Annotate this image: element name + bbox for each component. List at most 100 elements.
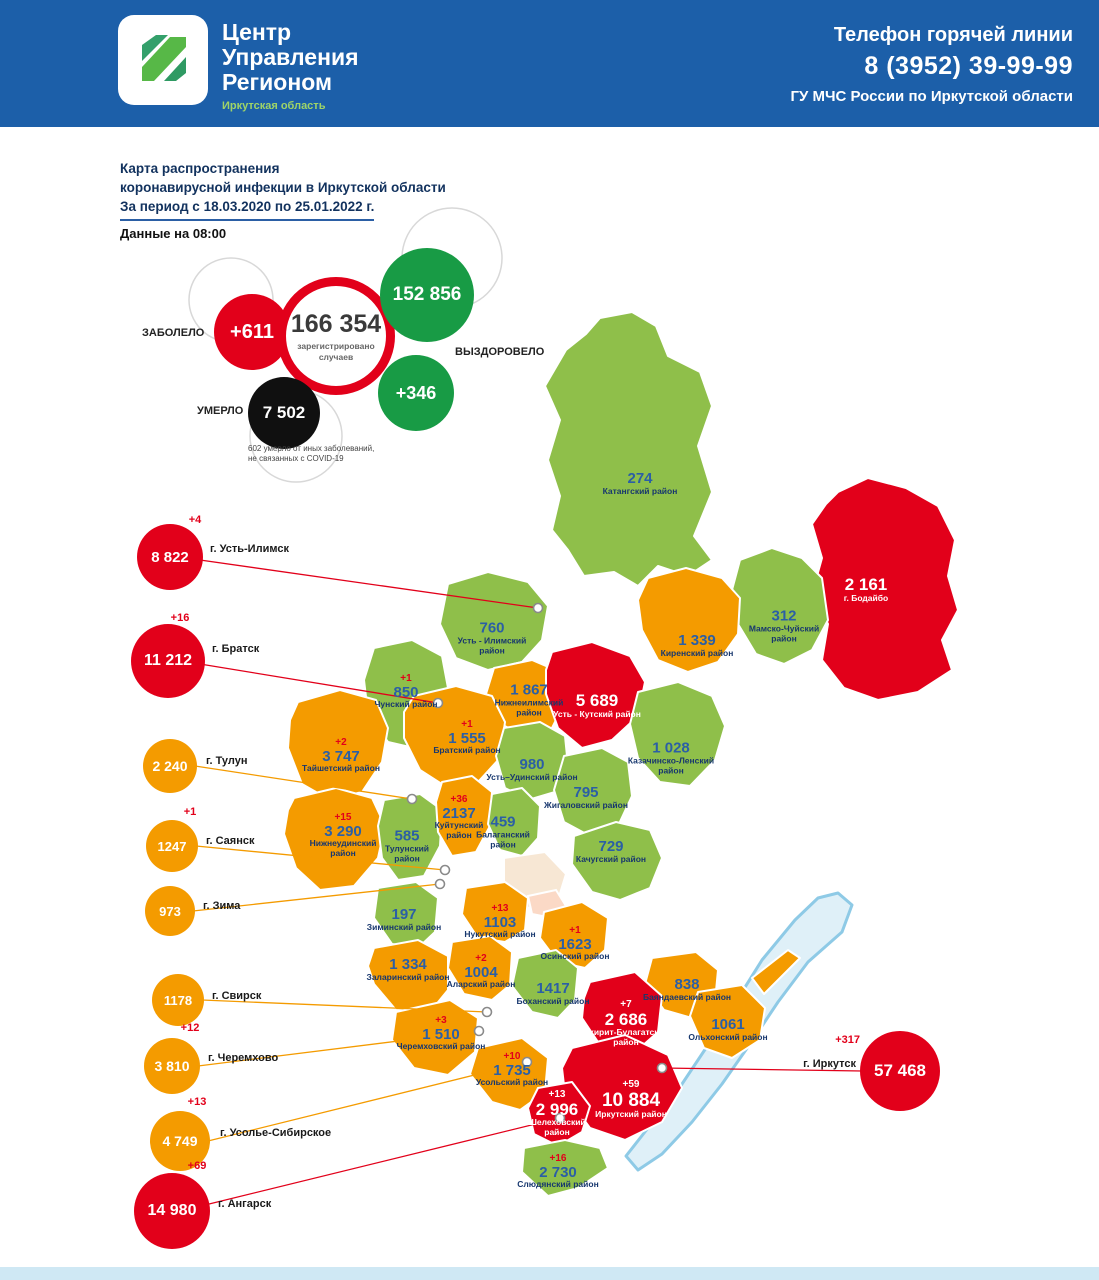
city-delta: +4	[188, 514, 202, 526]
city-name: г. Зима	[203, 900, 241, 912]
registered-total-value: 166 354	[290, 310, 382, 339]
callout-line-sayansk	[195, 845, 446, 871]
sick-delta-value: +611	[230, 320, 274, 343]
city-name: г. Черемхово	[208, 1052, 279, 1064]
registered-total-circle: 166 354 зарегистрировано случаев	[277, 277, 395, 395]
city-marker-cheremkhovo	[473, 1025, 485, 1037]
district-shape-zalarinsky	[367, 939, 449, 1013]
district-shape-bratsky	[403, 685, 506, 789]
callout-line-irkutsk	[661, 1067, 863, 1072]
callout-line-tulun	[194, 765, 413, 800]
recovered-delta-circle: +346	[378, 355, 454, 431]
died-total-circle: 7 502	[248, 377, 320, 449]
title-line1: Карта распространения	[120, 161, 280, 176]
city-marker-bratsk	[432, 697, 444, 709]
district-shape-nizhneudinsky	[283, 787, 386, 891]
city-name: г. Тулун	[206, 755, 248, 767]
data-timestamp: Данные на 08:00	[120, 226, 227, 241]
district-shape-kachugsky	[571, 821, 663, 901]
city-marker-usolye	[521, 1056, 533, 1068]
district-shape-bokhansky	[511, 949, 579, 1019]
district-shape-olkhonsky	[689, 984, 766, 1059]
city-delta: +13	[187, 1096, 207, 1108]
city-marker-svirsk	[481, 1006, 493, 1018]
recovered-total-circle: 152 856	[380, 248, 474, 342]
recovered-label: ВЫЗДОРОВЕЛО	[455, 346, 545, 358]
city-delta: +69	[187, 1160, 207, 1172]
map-title: Карта распространения коронавирусной инф…	[120, 160, 446, 221]
district-shape-kazachinsko-lensky	[629, 681, 726, 787]
city-value: 11 212	[143, 652, 193, 669]
district-shape-irkutsky	[561, 1034, 683, 1141]
city-name: г. Усть-Илимск	[210, 543, 289, 555]
city-delta: +12	[180, 1022, 200, 1034]
sick-label: ЗАБОЛЕЛО	[142, 327, 205, 339]
city-circle-irkutsk: 57 468	[860, 1031, 940, 1111]
district-shape-ziminsky	[373, 881, 439, 949]
district-shape-kuytunsky	[435, 775, 493, 857]
city-value: 14 980	[147, 1202, 197, 1219]
district-shape-bodaibinsky	[811, 477, 959, 701]
callout-line-cheremkhovo	[197, 1030, 480, 1067]
district-shape-ust-kutsky	[545, 641, 646, 749]
district-shape-mamsko-chuysky	[731, 547, 829, 665]
city-delta: +16	[170, 612, 190, 624]
city-circle-bratsk: 11 212	[131, 624, 205, 698]
district-shape-balagansky	[487, 787, 541, 857]
title-period: За период с 18.03.2020 по 25.01.2022 г.	[120, 198, 375, 221]
city-value: 57 468	[874, 1061, 926, 1080]
city-marker-angarsk	[554, 1112, 566, 1124]
callout-line-zima	[192, 883, 441, 912]
logo-subtitle: Иркутская область	[222, 100, 326, 113]
logo-text: Центр Управления Регионом Иркутская обла…	[222, 20, 359, 113]
city-marker-tulun	[406, 793, 418, 805]
city-circle-ust-ilimsk: 8 822	[137, 524, 203, 590]
hotline-label: Телефон горячей линии	[833, 24, 1073, 46]
district-shape-katangsky	[544, 311, 713, 587]
district-shape-tulunsky	[377, 793, 443, 881]
city-circle-zima: 973	[145, 886, 195, 936]
city-name: г. Свирск	[212, 990, 262, 1002]
cur-logo-icon	[142, 35, 186, 81]
logo-line2: Управления	[222, 43, 359, 70]
callout-line-bratsk	[199, 663, 439, 704]
city-circle-angarsk: 14 980	[134, 1173, 210, 1249]
city-value: 2 240	[152, 758, 188, 774]
cur-logo	[118, 15, 208, 105]
city-value: 8 822	[151, 548, 189, 566]
city-value: 3 810	[154, 1058, 190, 1074]
hotline-phone: 8 (3952) 39-99-99	[864, 52, 1073, 80]
city-marker-sayansk	[439, 864, 451, 876]
recovered-total-value: 152 856	[392, 284, 462, 305]
died-note: 602 умерло от иных заболеваний, не связа…	[248, 444, 375, 464]
title-line2: коронавирусной инфекции в Иркутской обла…	[120, 179, 446, 195]
district-shape-kirensky	[637, 567, 741, 673]
city-value: 973	[159, 903, 181, 919]
district-shape-alarsky	[447, 935, 513, 1001]
logo-line1: Центр	[222, 19, 292, 45]
city-circle-sayansk: 1247	[146, 820, 198, 872]
city-delta: +317	[835, 1034, 860, 1046]
logo-line3: Регионом	[222, 68, 332, 95]
city-name: г. Братск	[212, 643, 260, 655]
died-total-value: 7 502	[262, 403, 306, 422]
district-shape-taishetsky	[287, 689, 389, 801]
hotline-org: ГУ МЧС России по Иркутской области	[790, 88, 1073, 105]
footer-band	[0, 1267, 1099, 1280]
callout-line-angarsk	[204, 1117, 561, 1206]
recovered-delta-value: +346	[395, 382, 437, 403]
city-name: г. Саянск	[206, 835, 255, 847]
city-circle-usolye-sibirskoe: 4 749	[150, 1111, 210, 1171]
olkhon-island-shape	[751, 949, 801, 995]
district-shape-slyudyansky	[521, 1139, 609, 1197]
city-circle-svirsk: 1178	[152, 974, 204, 1026]
city-name: г. Иркутск	[803, 1058, 856, 1070]
header-bar: Центр Управления Регионом Иркутская обла…	[0, 0, 1099, 127]
died-label: УМЕРЛО	[197, 405, 244, 417]
city-value: 4 749	[162, 1133, 198, 1149]
city-marker-ust-ilimsk	[532, 602, 544, 614]
city-circle-tulun: 2 240	[143, 739, 197, 793]
callout-line-usolye	[207, 1061, 528, 1142]
city-marker-zima	[434, 878, 446, 890]
